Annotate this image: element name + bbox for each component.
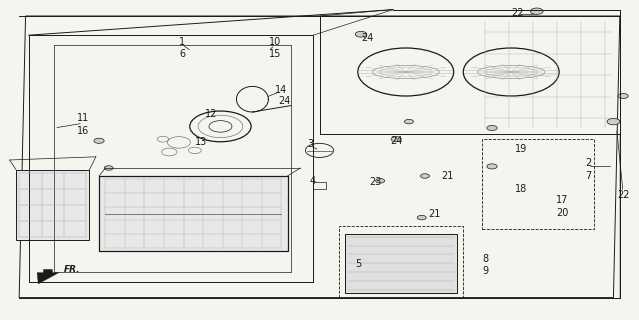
Text: 14: 14: [275, 84, 288, 95]
Text: FR.: FR.: [64, 265, 81, 274]
Text: 3: 3: [307, 139, 313, 149]
Circle shape: [530, 8, 543, 14]
FancyBboxPatch shape: [16, 170, 89, 240]
Circle shape: [391, 137, 401, 142]
Text: 17: 17: [556, 195, 569, 205]
Text: 22: 22: [617, 190, 629, 200]
Circle shape: [487, 164, 497, 169]
Text: 24: 24: [361, 33, 374, 44]
Circle shape: [607, 118, 620, 125]
Text: 20: 20: [556, 208, 569, 218]
Text: 13: 13: [195, 137, 208, 148]
Polygon shape: [19, 16, 620, 298]
Text: 24: 24: [390, 136, 403, 146]
Text: 8: 8: [482, 253, 489, 264]
Text: 4: 4: [310, 176, 316, 186]
Text: 2: 2: [585, 158, 591, 168]
Text: 21: 21: [441, 171, 454, 181]
Circle shape: [376, 179, 385, 183]
Circle shape: [104, 166, 113, 170]
Text: 12: 12: [204, 108, 217, 119]
Circle shape: [618, 93, 628, 99]
Text: 5: 5: [355, 259, 361, 269]
Text: 21: 21: [428, 209, 441, 220]
Text: 1: 1: [179, 36, 185, 47]
Text: 15: 15: [268, 49, 281, 60]
Text: 6: 6: [179, 49, 185, 60]
Circle shape: [487, 125, 497, 131]
Circle shape: [404, 119, 413, 124]
Polygon shape: [345, 234, 457, 293]
Text: 22: 22: [511, 8, 524, 19]
Text: 18: 18: [514, 184, 527, 195]
Circle shape: [420, 174, 429, 178]
Text: 19: 19: [514, 144, 527, 154]
Text: 7: 7: [585, 171, 591, 181]
Circle shape: [355, 31, 367, 37]
Text: 23: 23: [369, 177, 382, 188]
Text: 16: 16: [77, 126, 89, 136]
Polygon shape: [37, 269, 59, 284]
Text: 11: 11: [77, 113, 89, 124]
Circle shape: [417, 215, 426, 220]
Text: 24: 24: [278, 96, 291, 106]
Text: 9: 9: [482, 266, 489, 276]
FancyBboxPatch shape: [99, 176, 288, 251]
Circle shape: [94, 138, 104, 143]
Text: 10: 10: [268, 36, 281, 47]
